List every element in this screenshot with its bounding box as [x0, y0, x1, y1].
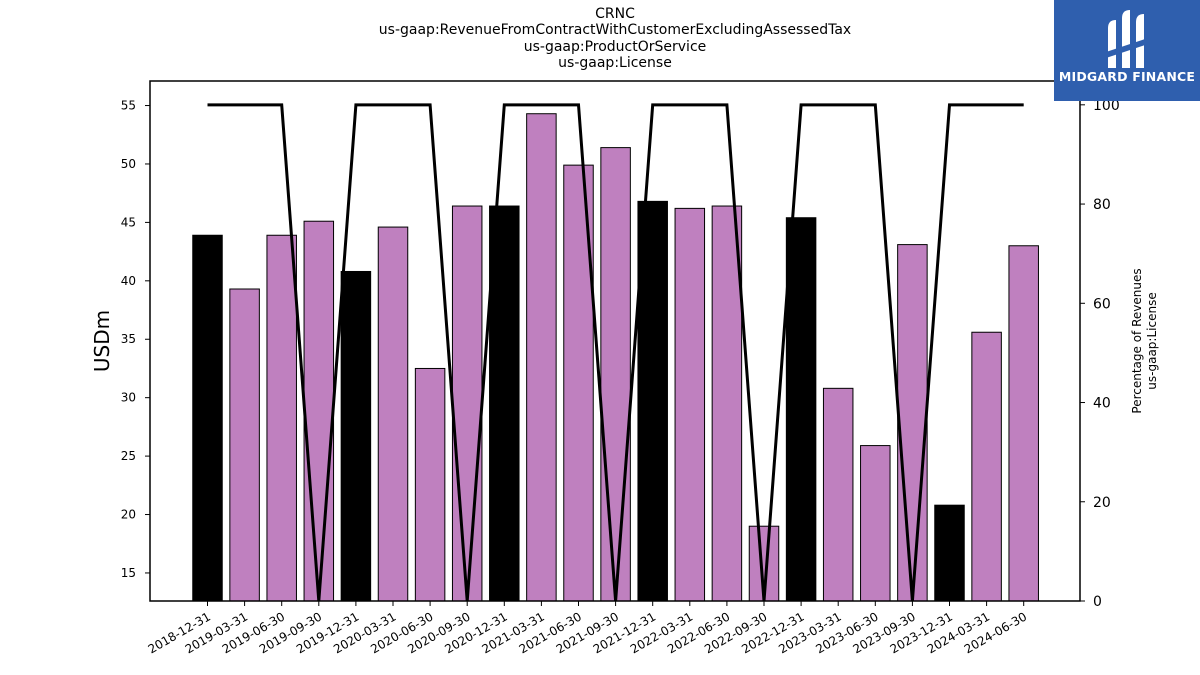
y-tick-label: 45: [121, 215, 136, 229]
y-tick-label: 50: [121, 157, 136, 171]
y-tick-label: 55: [121, 99, 136, 113]
y-tick-label: 30: [121, 391, 136, 405]
bar-2023-12-31: [934, 504, 965, 602]
bar-2020-03-31: [377, 226, 409, 602]
y-tick-label: 20: [121, 508, 136, 522]
bar-2023-06-30: [860, 445, 891, 602]
y-tick-label: 15: [121, 566, 136, 580]
y2-tick-label: 40: [1093, 396, 1111, 412]
title-line-concept: us-gaap:RevenueFromContractWithCustomerE…: [378, 22, 852, 39]
brand-logo: MIDGARD FINANCE: [1054, 0, 1200, 101]
y2-tick-label: 60: [1093, 296, 1111, 312]
bar-2020-06-30: [414, 367, 446, 602]
bar-2018-12-31: [192, 234, 223, 602]
y2-tick-label: 100: [1093, 98, 1120, 114]
bar-2019-06-30: [266, 234, 297, 602]
bar-2023-09-30: [897, 244, 928, 602]
y-tick-label: 25: [121, 449, 136, 463]
midgard-logo-icon: [1106, 10, 1148, 68]
title-line-ticker: CRNC: [595, 6, 635, 22]
y2-tick-label: 20: [1093, 495, 1111, 511]
y2-axis-label-line1: Percentage of Revenues: [1130, 268, 1144, 413]
bar-2020-12-31: [489, 205, 520, 602]
bar-2024-06-30: [1008, 245, 1039, 602]
title-line-member: us-gaap:License: [558, 54, 672, 71]
left-axis: 15 20 25 30 35 40 45 50 55: [121, 99, 150, 580]
y2-tick-label: 0: [1093, 594, 1102, 610]
bars-layer: [192, 113, 1039, 602]
y-axis-label: USDm: [90, 310, 114, 372]
bar-2021-12-31: [637, 200, 668, 602]
bar-2023-03-31: [822, 387, 854, 602]
bar-2022-12-31: [785, 217, 817, 602]
bar-2021-03-31: [526, 113, 557, 602]
bar-2019-12-31: [340, 270, 372, 602]
logo-text: MIDGARD FINANCE: [1058, 69, 1196, 84]
chart-title: CRNC us-gaap:RevenueFromContractWithCust…: [0, 6, 1200, 71]
y2-axis-label-line2: us-gaap:License: [1145, 292, 1159, 389]
y-tick-label: 35: [121, 332, 136, 346]
plot-frame: [149, 80, 1081, 602]
title-line-axis: us-gaap:ProductOrService: [523, 38, 707, 55]
bar-2022-03-31: [674, 207, 706, 602]
y2-tick-label: 80: [1093, 197, 1111, 213]
bar-2024-03-31: [971, 331, 1002, 602]
bar-2021-09-30: [600, 147, 631, 602]
bar-2022-06-30: [711, 205, 743, 602]
bar-2020-09-30: [451, 205, 483, 602]
bar-2019-09-30: [303, 220, 335, 602]
y-tick-label: 40: [121, 274, 136, 288]
bar-2019-03-31: [229, 288, 260, 602]
x-axis: 2018-12-312019-03-312019-06-302019-09-30…: [146, 601, 1029, 656]
right-axis: 0 20 40 60 80 100: [1080, 98, 1120, 610]
